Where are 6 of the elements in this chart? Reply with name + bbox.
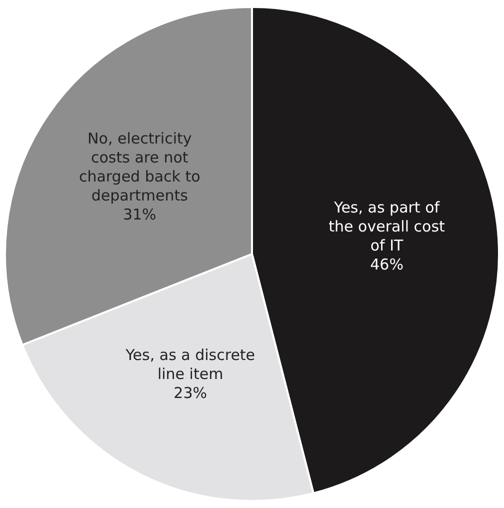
data-label: 31% [122, 206, 156, 224]
data-label: 23% [174, 384, 207, 402]
slice-label: Yes, as a discrete line item [124, 346, 256, 383]
slice-label: Yes, as part of the overall cost of IT [328, 198, 446, 254]
data-label: 46% [370, 255, 404, 274]
slice-label: No, electricity costs are not charged back to departments [78, 130, 200, 205]
